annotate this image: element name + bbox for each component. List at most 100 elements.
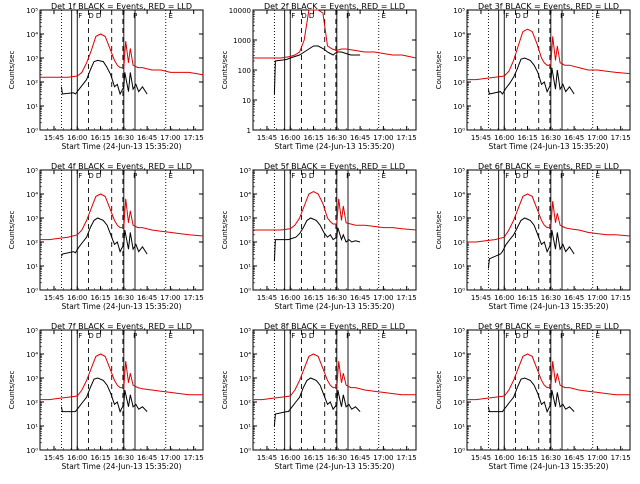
y-tick-label: 10 [242, 97, 251, 105]
x-tick-label: 17:00 [587, 454, 607, 462]
y-axis-label: Counts/sec [221, 211, 229, 250]
panel-det-1: Det 1f BLACK = Events, RED = LLD 10⁰ 10¹ 10… [8, 2, 204, 151]
x-tick-label: 16:30 [541, 454, 561, 462]
y-tick-label: 10⁵ [26, 327, 38, 335]
y-tick-label: 10⁵ [453, 327, 465, 335]
marker-letter: P [560, 332, 564, 340]
y-tick-label: 10⁴ [26, 351, 38, 359]
plot-frame [466, 169, 631, 291]
events-series-line [60, 217, 148, 257]
marker-letter: D [523, 12, 528, 20]
y-tick-label: 10² [239, 239, 251, 247]
x-tick-label: 15:45 [257, 294, 277, 302]
x-tick-label: 15:45 [257, 134, 277, 142]
x-tick-label: 16:45 [137, 134, 157, 142]
x-tick-label: 16:45 [350, 134, 370, 142]
y-tick-label: 10⁴ [239, 191, 251, 199]
y-tick-label: 10⁴ [26, 191, 38, 199]
chart-title: Det 8f BLACK = Events, RED = LLD [264, 322, 405, 331]
x-tick-label: 16:15 [517, 294, 537, 302]
x-tick-label: 16:30 [114, 454, 134, 462]
y-tick-label: 10¹ [453, 103, 465, 111]
y-axis-label: Counts/sec [221, 371, 229, 410]
y-tick-label: 10⁰ [453, 287, 465, 295]
chart-title: Det 9f BLACK = Events, RED = LLD [478, 322, 619, 331]
x-tick-label: 16:00 [280, 294, 300, 302]
x-axis-label: Start Time (24-Jun-13 15:35:20) [62, 302, 182, 311]
y-tick-label: 10³ [453, 55, 465, 63]
lld-series-line [467, 28, 631, 81]
y-tick-label: 10³ [453, 375, 465, 383]
x-tick-label: 16:00 [67, 134, 87, 142]
marker-letter: P [560, 172, 564, 180]
marker-letter: F [78, 332, 82, 340]
y-tick-label: 10⁴ [453, 351, 465, 359]
marker-letter: E [382, 172, 386, 180]
y-tick-label: 10⁰ [26, 447, 38, 455]
y-tick-label: 10³ [239, 375, 251, 383]
x-tick-label: 17:15 [397, 454, 417, 462]
x-tick-label: 16:45 [137, 454, 157, 462]
x-tick-label: 15:45 [471, 134, 491, 142]
x-tick-label: 16:45 [137, 294, 157, 302]
y-tick-label: 10⁴ [453, 31, 465, 39]
y-tick-label: 10⁵ [453, 167, 465, 175]
x-tick-label: 16:30 [327, 134, 347, 142]
y-tick-label: 10² [453, 79, 465, 87]
x-tick-label: 16:45 [564, 134, 584, 142]
y-axis-label: Counts/sec [221, 51, 229, 90]
y-tick-label: 10² [26, 79, 38, 87]
x-tick-label: 17:00 [373, 454, 393, 462]
marker-letter: D [309, 172, 314, 180]
y-tick-label: 10⁰ [453, 447, 465, 455]
chart-title: Det 4f BLACK = Events, RED = LLD [51, 162, 192, 171]
marker-letter: D [309, 12, 314, 20]
marker-letter: P [133, 12, 137, 20]
chart-title: Det 3f BLACK = Events, RED = LLD [478, 2, 619, 11]
y-tick-label: 10¹ [26, 423, 38, 431]
x-tick-label: 17:15 [611, 294, 631, 302]
x-tick-label: 16:45 [564, 454, 584, 462]
chart-title: Det 2f BLACK = Events, RED = LLD [264, 2, 405, 11]
marker-letter: F [505, 332, 509, 340]
marker-letter: D [88, 332, 93, 340]
marker-letter: D [515, 12, 520, 20]
lld-series-line [467, 353, 630, 401]
y-axis-label: Counts/sec [8, 371, 16, 410]
marker-letter: E [169, 172, 173, 180]
marker-letter: F [505, 172, 509, 180]
marker-letter: P [346, 172, 350, 180]
y-tick-label: 10⁰ [453, 127, 465, 135]
x-tick-label: 15:45 [471, 454, 491, 462]
x-tick-label: 16:45 [350, 454, 370, 462]
y-tick-label: 10² [453, 399, 465, 407]
y-tick-label: 10⁵ [239, 327, 251, 335]
lld-series-line [467, 193, 631, 243]
x-axis-label: Start Time (24-Jun-13 15:35:20) [489, 462, 609, 471]
x-tick-label: 16:30 [327, 294, 347, 302]
x-tick-label: 16:30 [114, 294, 134, 302]
x-tick-label: 16:00 [280, 454, 300, 462]
y-tick-label: 10⁴ [239, 351, 251, 359]
x-tick-label: 17:00 [373, 294, 393, 302]
y-tick-label: 10¹ [239, 263, 251, 271]
x-tick-label: 17:15 [611, 134, 631, 142]
marker-letter: E [169, 332, 173, 340]
marker-letter: D [96, 12, 101, 20]
x-tick-label: 16:45 [564, 294, 584, 302]
x-tick-label: 15:45 [44, 454, 64, 462]
plot-frame [466, 329, 631, 451]
y-tick-label: 10⁴ [26, 31, 38, 39]
y-axis-label: Counts/sec [435, 51, 443, 90]
y-tick-label: 10⁰ [26, 127, 38, 135]
y-tick-label: 10³ [26, 215, 38, 223]
x-tick-label: 17:15 [611, 454, 631, 462]
x-tick-label: 16:00 [494, 294, 514, 302]
events-series-line [487, 217, 575, 269]
x-tick-label: 17:00 [160, 134, 180, 142]
marker-letter: F [78, 12, 82, 20]
marker-letter: P [346, 12, 350, 20]
plot-frame [252, 329, 417, 451]
